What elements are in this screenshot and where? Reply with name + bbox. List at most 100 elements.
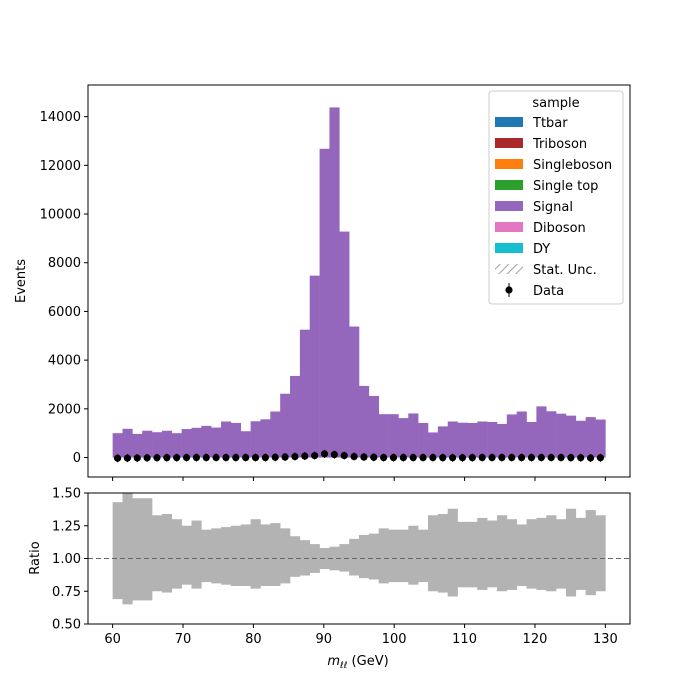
ratio-band-bin bbox=[191, 520, 202, 589]
legend-swatch bbox=[495, 201, 523, 211]
data-point bbox=[596, 454, 605, 462]
signal-bar bbox=[112, 433, 123, 458]
x-tick-label: 100 bbox=[382, 632, 407, 647]
x-tick-label: 110 bbox=[452, 632, 477, 647]
data-point bbox=[153, 454, 161, 462]
data-point bbox=[370, 453, 378, 461]
data-point bbox=[518, 453, 526, 462]
legend-label: Stat. Unc. bbox=[533, 263, 597, 278]
legend-swatch bbox=[495, 117, 523, 127]
legend-entry: Triboson bbox=[495, 137, 587, 152]
data-point bbox=[547, 453, 555, 462]
data-point bbox=[498, 453, 506, 462]
main-y-tick-label: 10000 bbox=[40, 208, 81, 223]
signal-bar bbox=[339, 231, 350, 458]
ratio-band-bin bbox=[339, 544, 350, 572]
signal-bar bbox=[122, 428, 133, 458]
data-point bbox=[143, 454, 151, 462]
ratio-band-bin bbox=[201, 529, 212, 583]
main-y-axis: 0 2000 4000 6000 8000 10000 12000 14000 bbox=[40, 110, 88, 466]
legend-swatch bbox=[495, 159, 523, 169]
data-points bbox=[113, 449, 605, 463]
ratio-band-bin bbox=[171, 519, 182, 589]
main-y-tick-label: 2000 bbox=[48, 402, 81, 417]
legend-label: Ttbar bbox=[532, 116, 568, 131]
data-point bbox=[409, 453, 417, 462]
data-point bbox=[567, 454, 575, 462]
data-point bbox=[399, 453, 407, 462]
legend-title: sample bbox=[532, 96, 579, 111]
ratio-band-bin bbox=[290, 536, 301, 577]
x-tick-label: 70 bbox=[175, 632, 192, 647]
signal-bar bbox=[349, 326, 360, 458]
signal-bar bbox=[359, 385, 370, 458]
data-point bbox=[419, 453, 427, 462]
ratio-band-bin bbox=[161, 513, 173, 593]
ratio-band-bin bbox=[181, 525, 192, 585]
signal-bar bbox=[181, 429, 192, 458]
ratio-x-axis: 60 70 80 90 100 110 120 130 bbox=[104, 624, 618, 647]
main-y-tick-label: 14000 bbox=[40, 110, 81, 125]
signal-bar bbox=[388, 414, 399, 458]
ratio-band-bin bbox=[250, 519, 261, 589]
signal-bar bbox=[546, 411, 557, 458]
ratio-band-bin bbox=[418, 529, 429, 583]
data-point bbox=[222, 453, 230, 462]
data-point bbox=[133, 454, 141, 462]
ratio-band-bin bbox=[477, 517, 488, 590]
x-tick-label: 120 bbox=[523, 632, 548, 647]
data-point bbox=[429, 453, 437, 462]
ratio-band-bin bbox=[221, 527, 232, 585]
signal-bar bbox=[565, 415, 577, 458]
ratio-y-axis: 0.50 0.75 1.00 1.25 1.50 bbox=[52, 487, 88, 633]
signal-bar bbox=[427, 432, 439, 458]
x-tick-label: 90 bbox=[316, 632, 333, 647]
data-point bbox=[389, 453, 398, 462]
legend-entry: Signal bbox=[495, 200, 573, 215]
ratio-band-bin bbox=[467, 521, 478, 588]
x-axis-label-symbol: m bbox=[327, 654, 340, 669]
signal-bar bbox=[142, 430, 153, 458]
x-axis-label-unit: (GeV) bbox=[347, 654, 388, 669]
data-point bbox=[586, 454, 595, 462]
main-x-ticks bbox=[112, 477, 606, 481]
data-point bbox=[458, 454, 467, 462]
signal-bar bbox=[447, 421, 458, 458]
signal-bar bbox=[487, 421, 498, 458]
signal-bar bbox=[161, 430, 173, 458]
main-panel-frame bbox=[87, 84, 631, 478]
signal-bar bbox=[418, 422, 429, 458]
signal-bar bbox=[152, 432, 163, 458]
data-point bbox=[380, 453, 388, 462]
data-point bbox=[439, 454, 447, 462]
signal-bar bbox=[211, 427, 222, 458]
data-point bbox=[163, 454, 171, 462]
signal-bar bbox=[526, 421, 537, 458]
legend-swatch bbox=[495, 138, 523, 148]
ratio-band-bin bbox=[427, 515, 439, 592]
main-y-tick-label: 8000 bbox=[48, 256, 81, 271]
signal-bar bbox=[260, 419, 271, 458]
ratio-y-tick-label: 1.00 bbox=[52, 552, 81, 567]
legend-label: Signal bbox=[533, 200, 573, 215]
data-point bbox=[330, 451, 338, 459]
legend-swatch bbox=[495, 222, 523, 232]
ratio-band-bin bbox=[142, 498, 153, 601]
data-point bbox=[527, 453, 536, 462]
data-point bbox=[488, 453, 496, 462]
data-point bbox=[478, 453, 486, 462]
legend-swatch bbox=[495, 243, 523, 253]
ratio-band-bin bbox=[585, 510, 596, 596]
x-axis-label-subscript: ℓℓ bbox=[339, 661, 347, 671]
signal-bar bbox=[408, 413, 419, 458]
signal-bar bbox=[398, 418, 409, 458]
ratio-band-bin bbox=[487, 520, 498, 588]
data-point bbox=[340, 451, 348, 460]
signal-bar bbox=[132, 433, 143, 458]
data-point bbox=[557, 453, 565, 462]
ratio-band-bin bbox=[240, 524, 251, 587]
signal-bar bbox=[201, 425, 212, 458]
data-point bbox=[508, 453, 516, 462]
signal-bar bbox=[595, 419, 606, 458]
